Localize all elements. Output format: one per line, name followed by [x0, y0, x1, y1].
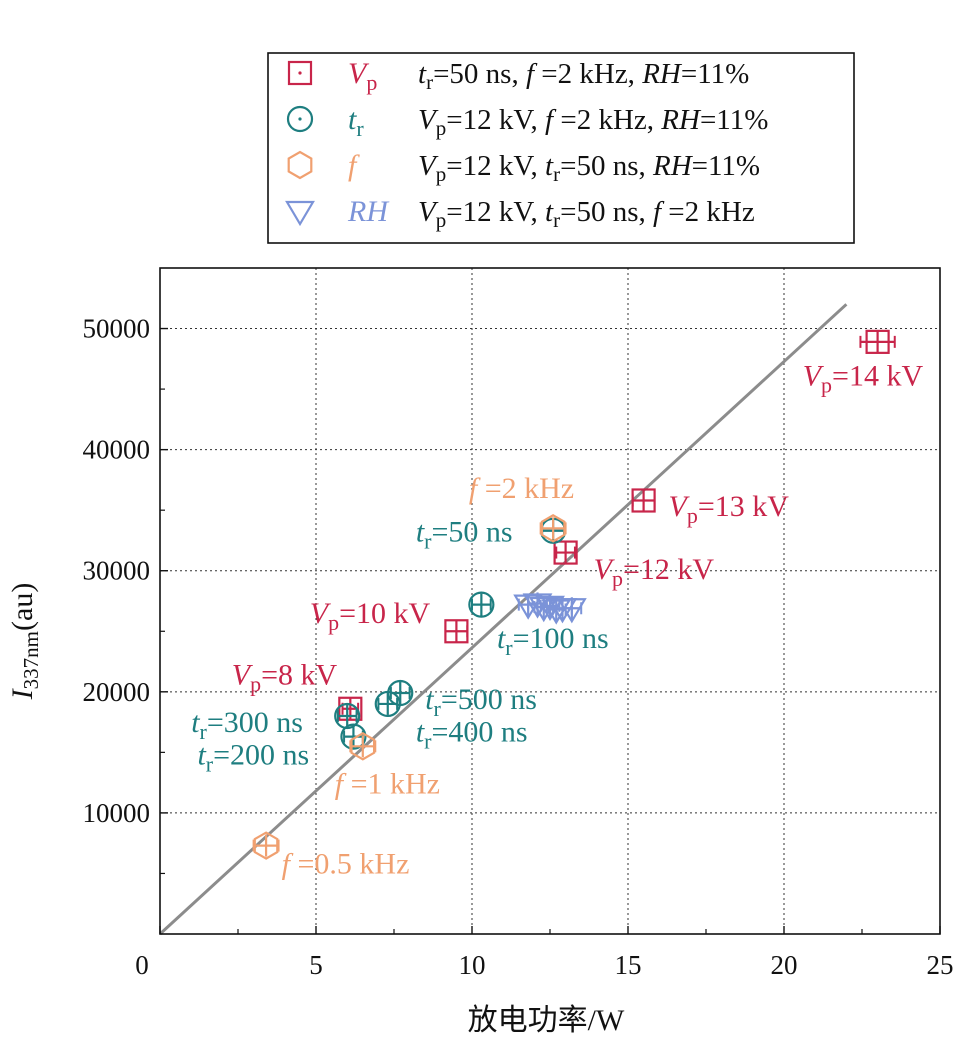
- annotation-f-0.5khz: f =0.5 kHz: [282, 847, 410, 880]
- point-Vp: [553, 540, 578, 565]
- annotation-tr-50ns: tr=50 ns: [416, 516, 513, 554]
- legend-hexagon-icon: [287, 150, 313, 180]
- x-tick-label: 5: [309, 950, 323, 980]
- square-marker: [338, 696, 363, 721]
- legend-entry-Vp: Vp tr=50 ns, f =2 kHz, RH=11%: [287, 57, 749, 95]
- annotations: Vp=14 kV Vp=13 kV Vp=12 kV Vp=10 kV Vp=8 kV f…: [191, 359, 923, 880]
- square-marker: [553, 540, 578, 565]
- point-tr: [468, 591, 495, 618]
- axes: 0 5 10 15 20 25 10000 20000 30000 40000 50000 放电功率/…: [6, 314, 954, 1037]
- fit-line-group: [158, 303, 848, 936]
- legend-description: Vp=12 kV, f =2 kHz, RH=11%: [418, 104, 768, 140]
- legend-triangle-down-icon: [285, 200, 315, 227]
- x-axis-title: 放电功率/W: [468, 1004, 625, 1037]
- annotation-vp-8kv: Vp=8 kV: [232, 659, 338, 697]
- square-marker: [631, 488, 656, 513]
- legend-entry-RH: RH Vp=12 kV, tr=50 ns, f =2 kHz: [285, 195, 755, 232]
- x-tick-label: 10: [459, 950, 486, 980]
- annotation-vp-14kv: Vp=14 kV: [803, 359, 924, 397]
- legend-description: Vp=12 kV, tr=50 ns, f =2 kHz: [418, 196, 755, 232]
- legend-marker-dot: [298, 117, 302, 121]
- point-f: [252, 831, 280, 860]
- square-marker: [865, 329, 890, 354]
- legend-entry-tr: tr Vp=12 kV, f =2 kHz, RH=11%: [286, 103, 768, 141]
- legend-symbol: tr: [348, 103, 364, 141]
- x-tick-label: 20: [771, 950, 798, 980]
- square-marker: [444, 619, 469, 644]
- y-axis-title: I337nm(au): [6, 583, 43, 701]
- point-f: [349, 732, 377, 761]
- legend-marker: [285, 200, 315, 227]
- hexagon-marker: [253, 831, 279, 860]
- annotation-tr-300ns: tr=300 ns: [191, 706, 303, 744]
- annotation-vp-10kv: Vp=10 kV: [310, 597, 431, 635]
- annotation-vp-13kv: Vp=13 kV: [669, 490, 790, 528]
- circle-marker: [387, 679, 414, 707]
- annotation-tr-200ns: tr=200 ns: [197, 738, 309, 776]
- point-tr: [387, 679, 414, 707]
- legend-box: [267, 52, 855, 244]
- legend-square-icon: [287, 60, 313, 86]
- legend-marker: [287, 60, 313, 86]
- x-tick-label: 0: [135, 950, 149, 980]
- legend-symbol: RH: [347, 195, 390, 228]
- legend-marker-dot: [298, 71, 302, 75]
- legend-description: Vp=12 kV, tr=50 ns, RH=11%: [418, 150, 760, 186]
- circle-marker: [468, 591, 495, 618]
- x-tick-label: 25: [927, 950, 954, 980]
- annotation-vp-12kv: Vp=12 kV: [594, 553, 715, 591]
- x-tick-label: 15: [615, 950, 642, 980]
- point-Vp: [631, 488, 656, 513]
- annotation-f-2khz: f =2 kHz: [469, 472, 574, 505]
- annotation-f-1khz: f =1 kHz: [335, 768, 440, 801]
- hexagon-marker: [350, 732, 376, 761]
- point-f: [539, 514, 567, 543]
- y-tick-label: 20000: [83, 677, 151, 707]
- circle-marker: [334, 702, 361, 730]
- hexagon-marker: [540, 514, 566, 543]
- y-tick-label: 30000: [83, 556, 151, 586]
- legend-circle-icon: [286, 105, 314, 133]
- legend-entry-f: f Vp=12 kV, tr=50 ns, RH=11%: [287, 149, 760, 186]
- point-Vp: [444, 619, 469, 644]
- legend-marker: [286, 105, 314, 133]
- point-Vp: [859, 329, 896, 354]
- legend-marker: [287, 150, 313, 180]
- annotation-tr-500ns: tr=500 ns: [425, 683, 537, 721]
- circle-marker: [340, 723, 367, 750]
- y-tick-label: 50000: [83, 314, 151, 344]
- fit-line: [158, 303, 848, 936]
- legend: Vp tr=50 ns, f =2 kHz, RH=11% tr Vp=12 kV, …: [267, 52, 855, 244]
- y-tick-label: 40000: [83, 435, 151, 465]
- annotation-tr-400ns: tr=400 ns: [416, 715, 528, 753]
- grid: [160, 268, 940, 934]
- triangle-down-marker: [556, 598, 587, 624]
- annotation-tr-100ns: tr=100 ns: [497, 622, 609, 660]
- point-tr: [334, 702, 361, 730]
- legend-description: tr=50 ns, f =2 kHz, RH=11%: [418, 58, 749, 94]
- legend-symbol: Vp: [348, 57, 377, 95]
- y-tick-label: 10000: [83, 798, 151, 828]
- point-RH: [556, 597, 587, 624]
- data-marks: [252, 329, 896, 860]
